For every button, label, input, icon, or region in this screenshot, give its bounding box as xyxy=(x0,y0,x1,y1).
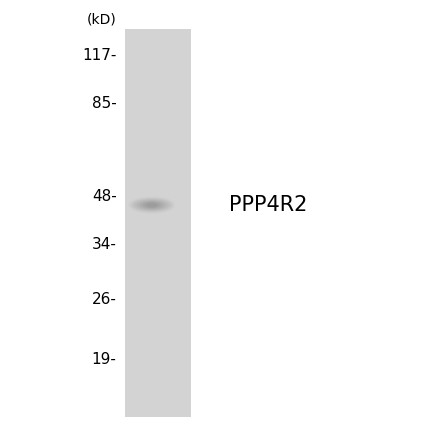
Text: 48-: 48- xyxy=(92,189,117,204)
Text: 19-: 19- xyxy=(92,352,117,367)
Ellipse shape xyxy=(140,201,164,209)
Ellipse shape xyxy=(137,200,167,210)
Ellipse shape xyxy=(143,202,161,208)
Text: 85-: 85- xyxy=(92,96,117,111)
Ellipse shape xyxy=(134,199,170,211)
Text: PPP4R2: PPP4R2 xyxy=(229,195,307,215)
Text: 117-: 117- xyxy=(82,48,117,63)
Text: (kD): (kD) xyxy=(87,13,117,27)
Ellipse shape xyxy=(146,203,158,207)
Text: 26-: 26- xyxy=(92,292,117,307)
Bar xyxy=(125,29,191,417)
Ellipse shape xyxy=(131,198,172,212)
Text: 34-: 34- xyxy=(92,237,117,252)
Ellipse shape xyxy=(129,197,175,213)
